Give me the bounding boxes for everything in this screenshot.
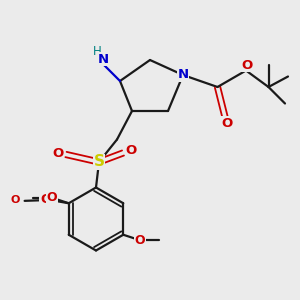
Text: N: N [177,68,189,82]
Text: S: S [94,154,104,169]
Text: N: N [97,52,109,66]
Text: O: O [241,58,252,72]
Text: O: O [40,193,51,206]
Text: O: O [135,234,146,247]
Text: O: O [11,195,20,205]
Text: O: O [52,146,63,160]
Text: O: O [126,144,137,157]
Text: H: H [92,45,101,58]
Text: O: O [221,117,232,130]
Text: O: O [46,191,57,204]
